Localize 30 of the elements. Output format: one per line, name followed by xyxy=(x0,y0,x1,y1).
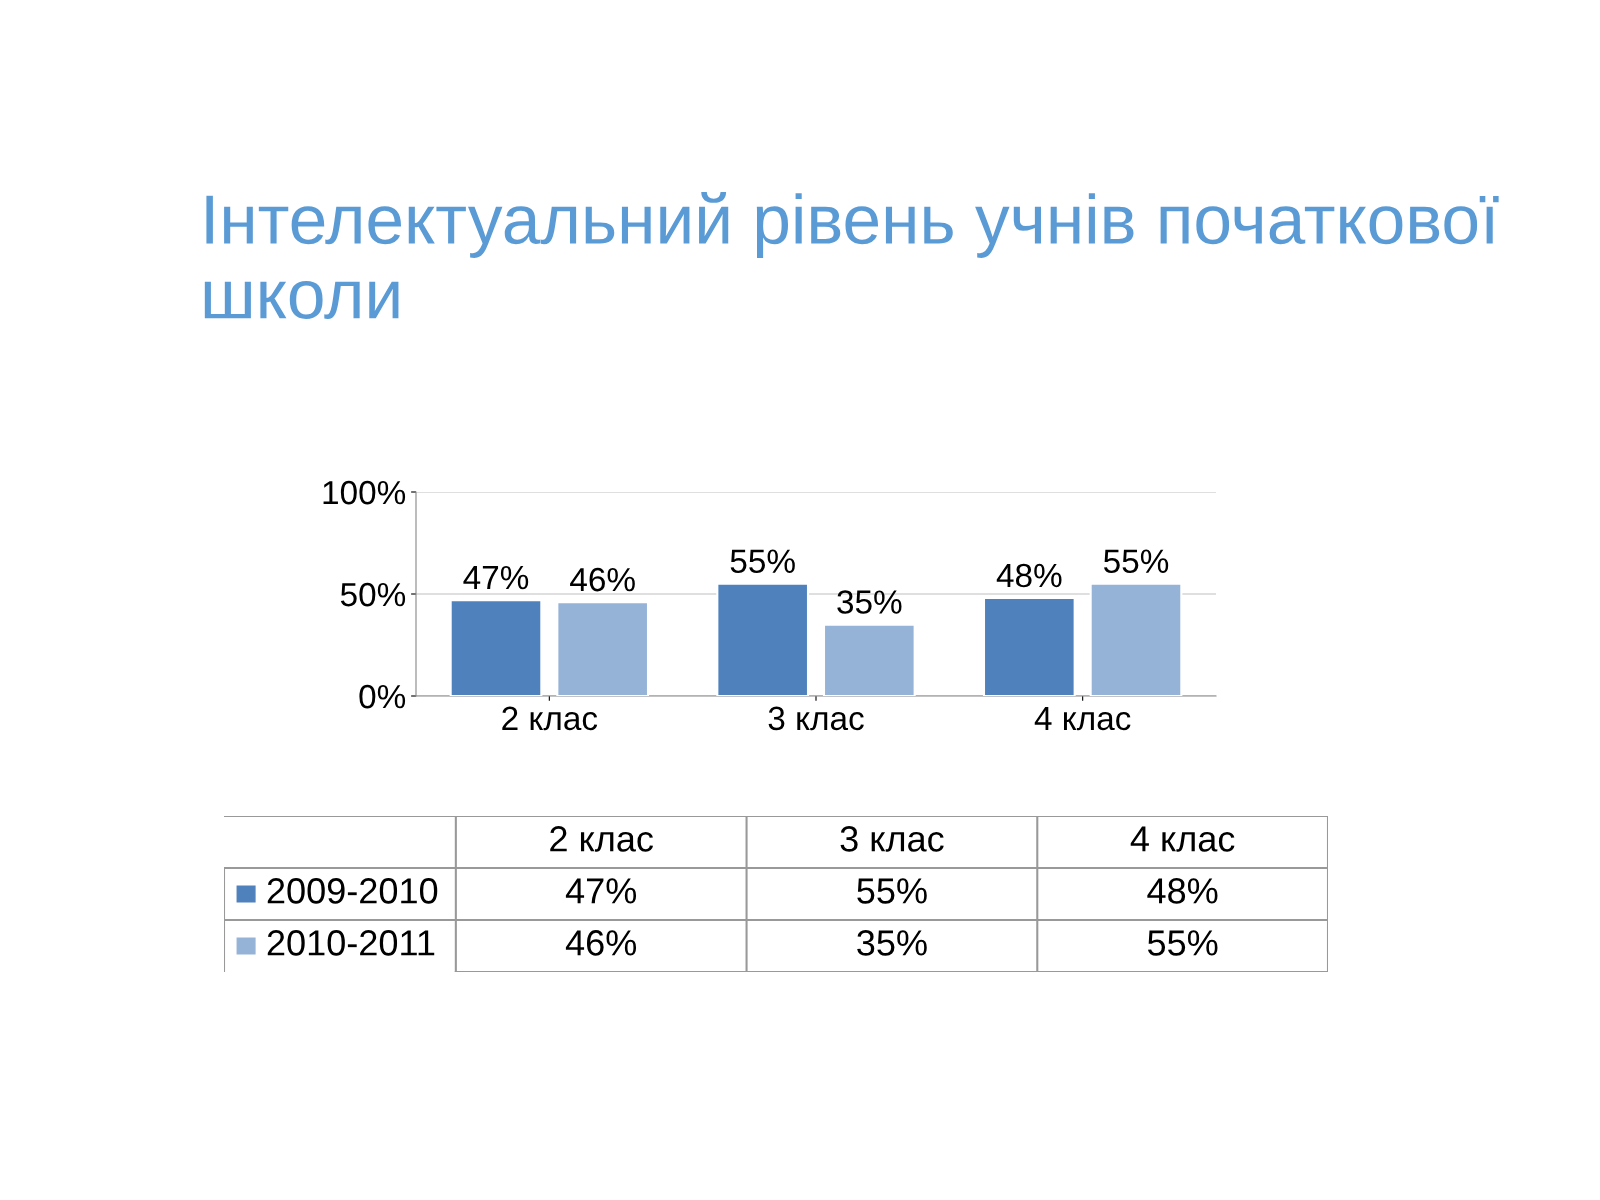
text: 46% xyxy=(570,567,635,592)
bar xyxy=(449,599,543,696)
data-label: 35% xyxy=(857,930,927,956)
text: 47% xyxy=(463,565,529,590)
bar xyxy=(556,601,650,696)
bar xyxy=(822,623,916,696)
x-tick-label: 4 клас xyxy=(1034,706,1131,731)
category-label: 3 клас xyxy=(840,826,944,852)
text: 48% xyxy=(996,563,1062,588)
chart-title: Інтелектуальний рівень учнів початкової школи xyxy=(204,192,1499,320)
y-tick-label: 50% xyxy=(340,582,406,607)
bar xyxy=(1089,582,1183,696)
x-tick-label: 2 клас xyxy=(502,706,598,731)
data-label: 55% xyxy=(1147,930,1218,956)
legend-label: 2009-2010 xyxy=(267,878,438,904)
data-label: 46% xyxy=(565,930,637,956)
text: 55% xyxy=(730,549,795,574)
bar xyxy=(716,582,810,696)
bar xyxy=(982,597,1076,696)
y-tick-label: 0% xyxy=(359,684,406,709)
category-label: 2 клас xyxy=(550,826,654,852)
data-label: 55% xyxy=(857,878,927,904)
text: 55% xyxy=(1103,549,1169,574)
legend-label: 2010-2011 xyxy=(267,930,435,956)
data-label: 47% xyxy=(565,878,637,904)
category-label: 4 клас xyxy=(1130,826,1235,852)
x-tick-label: 3 клас xyxy=(768,706,864,731)
data-label: 48% xyxy=(1147,878,1218,904)
text: 35% xyxy=(837,590,902,614)
y-tick-label: 100% xyxy=(323,480,406,505)
